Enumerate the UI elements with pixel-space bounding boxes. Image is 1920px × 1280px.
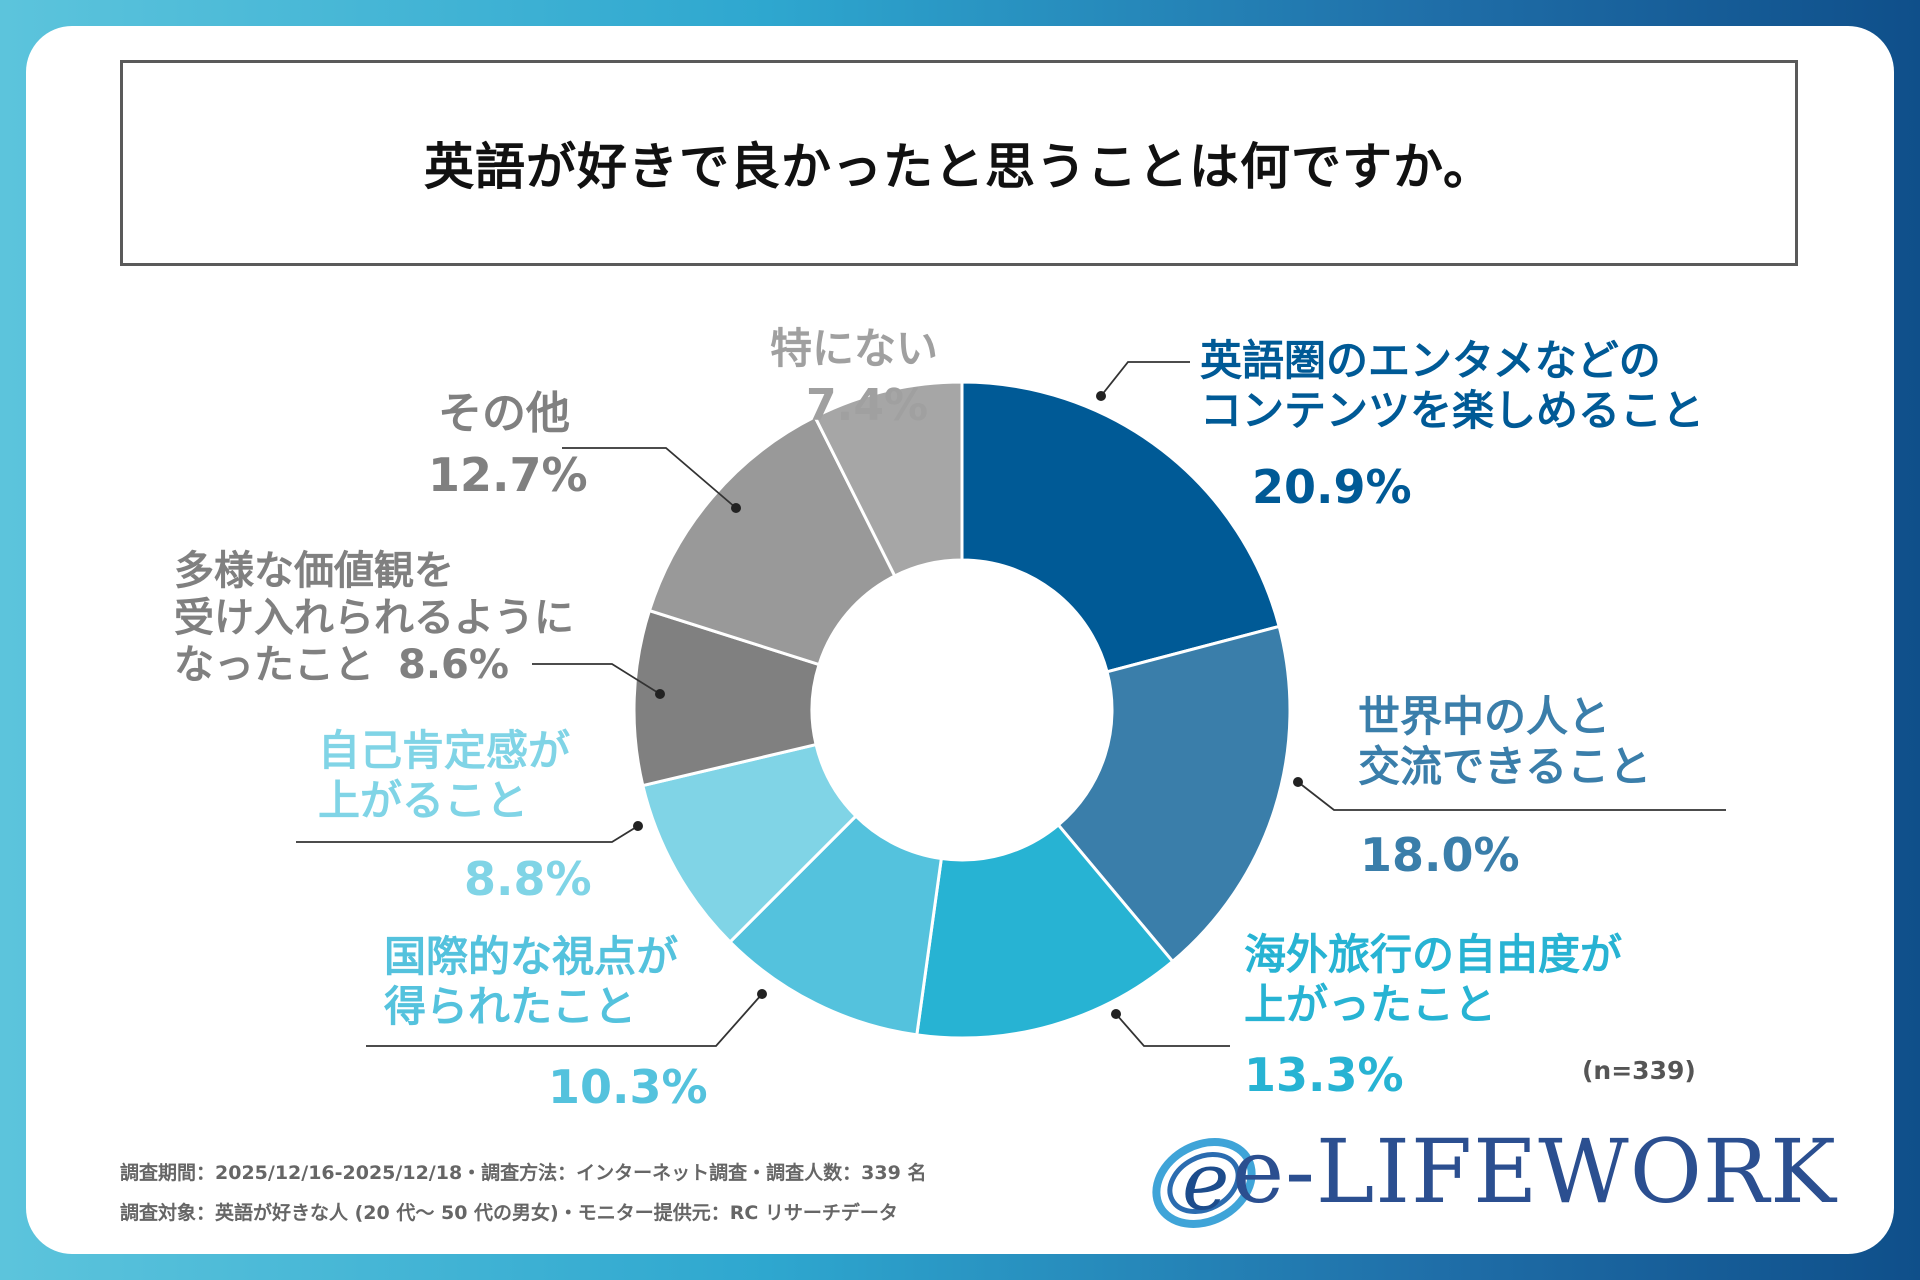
value-entertainment: 20.9% bbox=[1252, 460, 1412, 514]
value-interaction: 18.0% bbox=[1360, 828, 1520, 882]
label-self-esteem-line1: 自己肯定感が bbox=[318, 726, 571, 775]
label-diversity-line3: なったこと bbox=[174, 642, 374, 689]
leader-line bbox=[1100, 361, 1190, 397]
logo-text: e-LIFEWORK bbox=[1232, 1120, 1837, 1223]
logo-mark-letter: e bbox=[1182, 1135, 1229, 1228]
leader-line bbox=[532, 663, 661, 695]
leader-dot bbox=[1293, 777, 1303, 787]
label-travel: 海外旅行の自由度が 上がったこと bbox=[1244, 930, 1622, 1029]
chart-title: 英語が好きで良かったと思うことは何ですか。 bbox=[424, 138, 1494, 196]
value-other: 12.7% bbox=[428, 448, 588, 502]
label-diversity: 多様な価値観を 受け入れられるように なったこと 8.6% bbox=[174, 548, 574, 690]
leader-dot bbox=[731, 503, 741, 513]
elifework-logo-mark: e bbox=[1152, 1135, 1256, 1228]
leader-line bbox=[1297, 781, 1726, 811]
value-perspective: 10.3% bbox=[548, 1060, 708, 1114]
leader-dot bbox=[1096, 391, 1106, 401]
slice-other bbox=[647, 414, 897, 667]
leader-line bbox=[366, 993, 763, 1047]
value-none: 7.4% bbox=[806, 380, 929, 431]
leader-line bbox=[1115, 1013, 1230, 1047]
value-self-esteem: 8.8% bbox=[464, 852, 592, 906]
leader-line bbox=[562, 447, 737, 509]
leader-dot bbox=[655, 689, 665, 699]
label-travel-line2: 上がったこと bbox=[1244, 979, 1497, 1029]
label-travel-line1: 海外旅行の自由度が bbox=[1244, 930, 1623, 979]
slice-interaction bbox=[1056, 624, 1292, 964]
leader-line bbox=[296, 825, 639, 843]
label-entertainment: 英語圏のエンタメなどの コンテンツを楽しめること bbox=[1200, 336, 1704, 435]
label-interaction-line1: 世界中の人と bbox=[1358, 692, 1611, 741]
leader-dot bbox=[757, 989, 767, 999]
label-diversity-line2: 受け入れられるように bbox=[174, 595, 574, 642]
label-entertainment-line2: コンテンツを楽しめること bbox=[1200, 385, 1705, 435]
slice-none bbox=[812, 380, 964, 578]
label-perspective: 国際的な視点が 得られたこと bbox=[384, 932, 678, 1031]
leader-dot bbox=[633, 821, 643, 831]
leader-dot bbox=[1111, 1009, 1121, 1019]
slice-travel bbox=[915, 822, 1175, 1040]
title-box: 英語が好きで良かったと思うことは何ですか。 bbox=[120, 60, 1798, 266]
value-travel: 13.3% bbox=[1244, 1048, 1404, 1102]
label-perspective-line2: 得られたこと bbox=[384, 981, 637, 1031]
survey-target-note: 調査対象：英語が好きな人 (20 代～ 50 代の男女)・モニター提供元：RC … bbox=[120, 1202, 898, 1224]
label-self-esteem-line2: 上がること bbox=[318, 775, 529, 825]
value-diversity: 8.6% bbox=[398, 642, 509, 689]
sample-size: (n=339) bbox=[1582, 1056, 1696, 1085]
label-perspective-line1: 国際的な視点が bbox=[384, 932, 679, 981]
survey-period-note: 調査期間：2025/12/16-2025/12/18・調査方法：インターネット調… bbox=[120, 1162, 927, 1184]
label-diversity-line1: 多様な価値観を bbox=[174, 548, 454, 594]
label-self-esteem: 自己肯定感が 上がること bbox=[318, 726, 570, 825]
slice-entertainment bbox=[960, 380, 1282, 674]
label-interaction: 世界中の人と 交流できること bbox=[1358, 692, 1651, 791]
slice-perspective bbox=[727, 813, 944, 1037]
label-interaction-line2: 交流できること bbox=[1358, 741, 1652, 791]
label-other: その他 bbox=[438, 388, 570, 439]
label-entertainment-line1: 英語圏のエンタメなどの bbox=[1200, 336, 1661, 385]
label-none: 特にない bbox=[770, 324, 939, 373]
